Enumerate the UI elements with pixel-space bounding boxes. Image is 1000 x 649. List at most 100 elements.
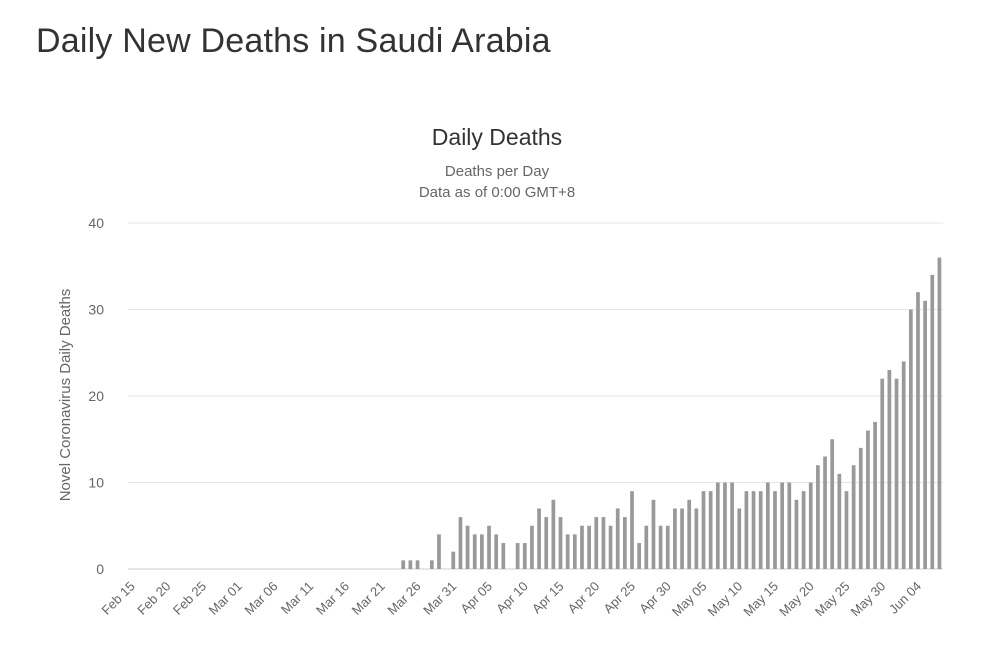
bar [515, 543, 520, 569]
x-tick-label: Jun 04 [886, 579, 924, 617]
x-tick-label: Apr 25 [600, 579, 638, 617]
bar [644, 525, 649, 569]
bar [701, 491, 706, 569]
bar [651, 499, 656, 569]
bar [816, 465, 820, 569]
bar [615, 508, 620, 569]
x-tick-label: Mar 31 [420, 579, 459, 618]
bar [923, 300, 927, 569]
x-tick-label: Apr 10 [493, 579, 531, 617]
bar [572, 534, 577, 569]
y-axis-ticks: 0 10 20 30 40 [88, 215, 104, 577]
bar [408, 560, 413, 569]
y-tick-label: 20 [88, 388, 104, 404]
bar [537, 508, 541, 569]
x-tick-label: Mar 16 [313, 579, 352, 618]
bar [558, 517, 563, 569]
x-tick-label: Apr 20 [565, 579, 603, 617]
bar [465, 525, 470, 569]
x-tick-label: Mar 01 [206, 579, 245, 618]
bar [580, 525, 584, 569]
y-axis-title: Novel Coronavirus Daily Deaths [57, 289, 74, 502]
bar [608, 525, 613, 569]
x-tick-label: May 10 [705, 579, 746, 620]
x-tick-label: May 05 [669, 579, 710, 620]
bar [866, 430, 870, 569]
y-tick-label: 30 [88, 302, 104, 318]
bar [780, 482, 785, 569]
x-tick-label: Mar 11 [278, 579, 317, 618]
x-tick-label: Feb 25 [170, 579, 209, 618]
bar [837, 473, 842, 569]
bar [494, 534, 499, 569]
bar [880, 378, 885, 569]
bar [908, 309, 913, 569]
bar [937, 257, 942, 569]
bar [844, 491, 849, 569]
bar [858, 447, 863, 569]
bar [823, 456, 827, 569]
x-tick-label: Feb 20 [134, 579, 173, 618]
bar [851, 465, 856, 569]
bar [472, 534, 477, 569]
bar [737, 508, 742, 569]
bar [708, 491, 713, 569]
bar [530, 525, 534, 569]
x-tick-label: May 20 [776, 579, 817, 620]
bar [901, 361, 906, 569]
bar [687, 499, 692, 569]
chart-title: Daily Deaths [432, 124, 562, 150]
bar [658, 525, 663, 569]
y-tick-label: 10 [88, 475, 104, 491]
x-tick-label: May 15 [740, 579, 781, 620]
bar [487, 525, 491, 569]
bar [751, 491, 756, 569]
bar-series [401, 257, 942, 569]
x-tick-label: Apr 30 [636, 579, 674, 617]
bar [623, 517, 627, 569]
bar [787, 482, 792, 569]
bar [930, 274, 935, 569]
bar [694, 508, 699, 569]
bar [601, 517, 606, 569]
bar [730, 482, 734, 569]
x-tick-label: Apr 05 [457, 579, 495, 617]
bar [480, 534, 484, 569]
chart-subtitle: Deaths per Day [445, 163, 550, 180]
bar [887, 370, 892, 569]
x-tick-label: May 30 [848, 579, 889, 620]
x-tick-label: Mar 26 [384, 579, 423, 618]
bar [758, 491, 763, 569]
bar [916, 292, 920, 569]
bar [715, 482, 720, 569]
bar [551, 499, 556, 569]
bar [723, 482, 727, 569]
chart-subtitle-2: Data as of 0:00 GMT+8 [419, 184, 575, 201]
y-tick-label: 40 [88, 215, 104, 231]
bar [873, 421, 877, 569]
bar [522, 543, 527, 569]
bar [894, 378, 899, 569]
bar [830, 439, 835, 569]
gridlines [128, 222, 943, 570]
bar [637, 543, 642, 569]
bar [401, 560, 406, 569]
bar [429, 560, 434, 569]
bar [765, 482, 770, 569]
bar [665, 525, 670, 569]
bar [415, 560, 420, 569]
page-title: Daily New Deaths in Saudi Arabia [36, 22, 551, 60]
bar [458, 517, 463, 569]
bar [794, 499, 799, 569]
bar [673, 508, 677, 569]
x-tick-label: Mar 21 [349, 579, 388, 618]
bar [451, 551, 456, 569]
bar [773, 491, 777, 569]
bar [544, 517, 549, 569]
bar [565, 534, 570, 569]
x-tick-label: Feb 15 [98, 579, 137, 618]
bar [808, 482, 813, 569]
x-tick-label: Mar 06 [241, 579, 280, 618]
bar [587, 525, 591, 569]
